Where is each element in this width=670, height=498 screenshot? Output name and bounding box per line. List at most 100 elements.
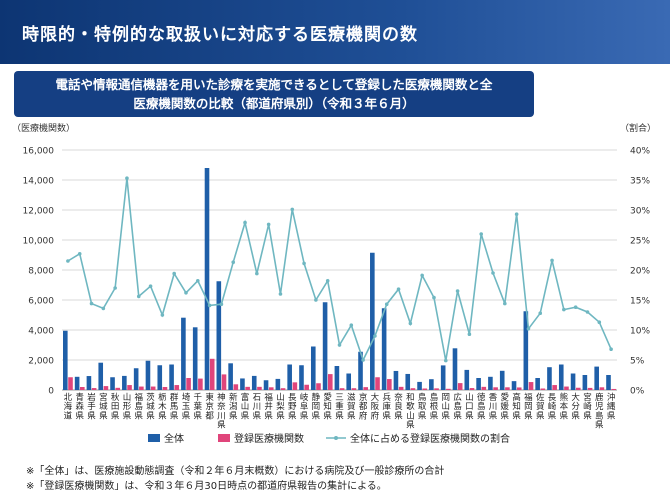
- bar-total: [523, 311, 529, 390]
- y-tick-label: 16,000: [23, 147, 55, 157]
- y-tick-label: 10,000: [23, 237, 55, 247]
- bar-total: [251, 375, 257, 390]
- x-tick-label: 千葉県: [194, 392, 203, 421]
- y2-tick-label: 5%: [630, 357, 645, 367]
- bar-registered: [233, 384, 239, 390]
- line-ratio-point: [585, 310, 590, 314]
- line-ratio-point: [314, 298, 318, 302]
- line-ratio-series: [67, 178, 612, 363]
- bar-registered: [387, 379, 392, 390]
- bar-total: [287, 364, 292, 390]
- line-ratio-point: [184, 291, 188, 295]
- x-tick-label: 群馬県: [170, 392, 179, 421]
- x-tick-label: 石川県: [253, 393, 262, 421]
- line-ratio-point: [290, 207, 295, 212]
- bar-registered: [127, 385, 132, 390]
- line-ratio-point: [384, 302, 389, 306]
- bar-total: [511, 381, 517, 390]
- y2-tick-label: 25%: [630, 237, 650, 247]
- x-tick-label: 徳島県: [477, 392, 486, 421]
- bar-registered: [198, 378, 203, 390]
- bar-total: [488, 376, 493, 390]
- x-tick-label: 京都府: [359, 392, 368, 421]
- legend-label-ratio: 全体に占める登録医療機関数の割合: [350, 432, 510, 445]
- bar-registered: [280, 388, 286, 390]
- line-ratio-point: [66, 259, 70, 263]
- bar-total: [240, 378, 245, 390]
- legend-swatch-registered: [218, 434, 230, 442]
- bar-registered: [599, 387, 605, 390]
- x-tick-label: 山口県: [465, 392, 474, 421]
- bar-total: [570, 373, 576, 390]
- line-ratio-point: [231, 260, 236, 264]
- bar-total: [110, 377, 115, 390]
- legend-swatch-total: [148, 434, 160, 442]
- bar-total: [275, 378, 281, 390]
- bar-total: [606, 375, 611, 390]
- line-ratio-point: [89, 301, 94, 306]
- bar-registered: [209, 358, 215, 390]
- bar-registered: [575, 387, 581, 390]
- x-tick-label: 沖縄県: [607, 392, 616, 421]
- x-tick-label: 三重県: [335, 393, 344, 421]
- x-tick-label: 滋賀県: [347, 392, 356, 421]
- x-tick-label: 鹿児島県: [595, 392, 604, 431]
- x-tick-label: 茨城県: [146, 392, 155, 421]
- x-tick-label: 高知県: [512, 392, 521, 421]
- bar-registered: [68, 377, 73, 390]
- bar-total: [370, 252, 375, 390]
- bar-registered: [150, 386, 156, 390]
- line-ratio-point: [266, 222, 271, 227]
- line-ratio-point: [597, 320, 602, 324]
- chart-title-line-2: 医療機関数の比較（都道府県別）（令和３年６月）: [133, 96, 415, 111]
- x-tick-label: 愛媛県: [501, 392, 510, 421]
- bar-total: [429, 379, 434, 390]
- bar-registered: [186, 378, 191, 390]
- line-ratio-point: [113, 286, 117, 290]
- bar-registered: [516, 387, 522, 390]
- bar-total: [547, 367, 552, 390]
- bar-total: [440, 365, 446, 390]
- line-ratio-point: [325, 279, 330, 283]
- y2-tick-label: 35%: [630, 177, 650, 187]
- x-tick-label: 岐阜県: [300, 392, 309, 421]
- x-tick-label: 東京都: [205, 392, 214, 421]
- line-ratio-point: [514, 212, 519, 216]
- y-tick-label: 6,000: [28, 297, 54, 307]
- y2-tick-label: 0%: [630, 387, 645, 397]
- x-tick-label: 新潟県: [229, 392, 238, 421]
- y2-tick-label: 40%: [630, 147, 650, 157]
- x-tick-label: 富山県: [241, 392, 250, 421]
- bar-total: [334, 366, 340, 390]
- bar-total: [299, 365, 304, 390]
- line-ratio-point: [278, 292, 283, 296]
- bar-registered: [552, 385, 557, 390]
- line-ratio-point: [609, 347, 613, 351]
- bar-registered: [540, 388, 546, 390]
- line-ratio-point: [160, 313, 165, 317]
- bar-total: [535, 378, 540, 390]
- bar-registered: [363, 387, 369, 390]
- bar-registered: [339, 388, 345, 390]
- bar-total: [145, 360, 151, 390]
- bar-total: [499, 370, 505, 390]
- bar-total: [133, 368, 139, 390]
- bar-registered: [611, 388, 616, 390]
- line-ratio-point: [243, 220, 247, 225]
- y-axis-title: （医療機関数）: [12, 122, 75, 134]
- line-ratio-point: [573, 305, 578, 309]
- x-tick-label: 秋田県: [111, 392, 120, 421]
- bar-registered: [221, 374, 227, 390]
- x-tick-label: 佐賀県: [536, 392, 545, 421]
- bar-registered: [103, 386, 109, 390]
- line-ratio-point: [491, 271, 495, 275]
- footnote-1: ※「全体」は、医療施設動態調査（令和２年６月末概数）における病院及び一般診療所の…: [26, 466, 445, 477]
- line-ratio-point: [455, 289, 460, 293]
- x-tick-label: 青森県: [75, 392, 84, 421]
- line-ratio-point: [302, 261, 306, 266]
- line-ratio-point: [219, 302, 224, 306]
- x-tick-label: 熊本県: [560, 392, 569, 421]
- bar-registered: [375, 377, 380, 390]
- x-tick-label: 和歌山県: [406, 393, 415, 431]
- line-ratio-point: [408, 321, 413, 326]
